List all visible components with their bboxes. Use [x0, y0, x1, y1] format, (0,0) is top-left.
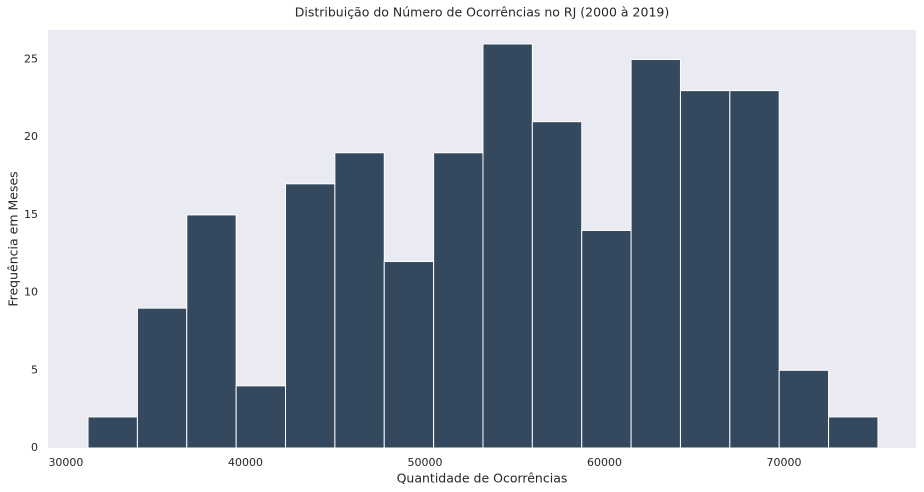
x-tick-label: 30000 — [48, 456, 83, 469]
bar — [729, 90, 780, 449]
y-tick-label: 20 — [24, 130, 38, 143]
x-tick-label: 70000 — [767, 456, 802, 469]
chart-title: Distribuição do Número de Ocorrências no… — [295, 5, 670, 20]
x-tick-label: 60000 — [587, 456, 622, 469]
y-tick-label: 5 — [31, 363, 38, 376]
bar — [383, 261, 435, 449]
y-tick-label: 25 — [24, 53, 38, 66]
bar — [235, 385, 287, 449]
bar — [531, 121, 583, 449]
bar — [482, 43, 533, 449]
y-tick-label: 0 — [31, 441, 38, 454]
x-tick-label: 50000 — [408, 456, 443, 469]
y-tick-label: 10 — [24, 286, 38, 299]
x-tick-label: 40000 — [228, 456, 263, 469]
bar — [186, 214, 237, 449]
bar — [87, 416, 138, 449]
bar — [679, 90, 731, 449]
y-tick-label: 15 — [24, 208, 38, 221]
bar — [778, 369, 830, 449]
bar — [433, 152, 484, 449]
bar — [581, 229, 632, 449]
bar — [630, 59, 681, 449]
x-axis-label: Quantidade de Ocorrências — [397, 471, 568, 486]
bar — [136, 307, 188, 449]
bar — [828, 416, 879, 449]
bar — [334, 152, 385, 449]
y-axis-label: Frequência em Meses — [6, 171, 21, 306]
bar — [285, 183, 336, 449]
